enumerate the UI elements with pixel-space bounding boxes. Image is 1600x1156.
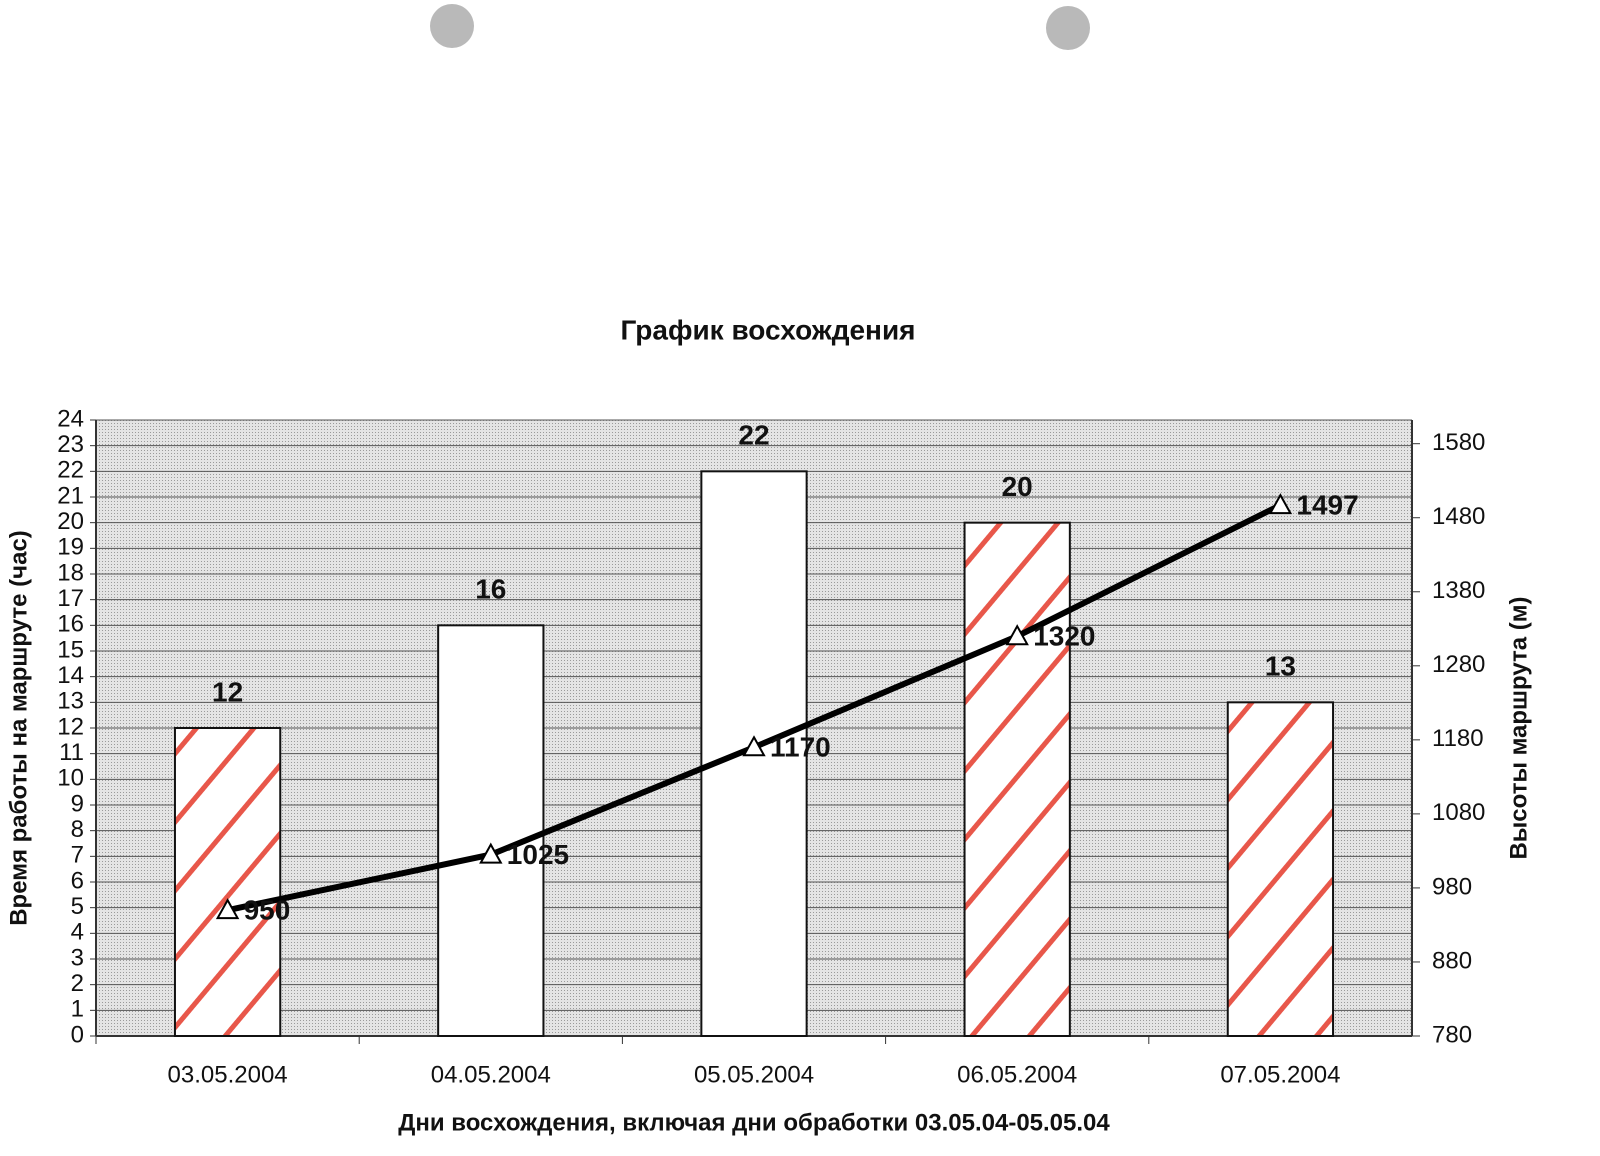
- bar-value-label: 16: [475, 574, 506, 605]
- y2-tick-label: 780: [1432, 1021, 1472, 1048]
- line-marker: [742, 735, 766, 757]
- y2-tick-label: 1080: [1432, 799, 1485, 826]
- bar: [173, 727, 282, 1037]
- line-value-label: 1320: [1033, 621, 1095, 652]
- chart-title: График восхождения: [620, 314, 915, 345]
- punch-hole: [430, 4, 474, 48]
- y-tick-label: 23: [57, 431, 84, 458]
- y-tick-label: 5: [71, 893, 84, 920]
- y-tick-label: 20: [57, 508, 84, 535]
- bar-value-label: 13: [1265, 651, 1296, 682]
- y-tick-label: 14: [57, 662, 84, 689]
- y-tick-label: 1: [71, 996, 84, 1023]
- y2-tick-label: 1180: [1432, 725, 1484, 752]
- y-tick-label: 17: [57, 585, 84, 612]
- y-tick-label: 24: [57, 405, 84, 432]
- y2-tick-label: 1480: [1432, 503, 1485, 530]
- line-value-label: 1497: [1296, 490, 1358, 521]
- x-tick-label: 07.05.2004: [1220, 1061, 1340, 1088]
- x-tick-label: 06.05.2004: [957, 1061, 1077, 1088]
- line-value-label: 950: [244, 895, 291, 926]
- y-tick-label: 19: [57, 534, 84, 561]
- y-axis-label: Время работы на маршруте (час): [5, 530, 32, 926]
- y-tick-label: 6: [71, 867, 84, 894]
- y-tick-label: 4: [71, 919, 84, 946]
- y2-tick-label: 980: [1432, 873, 1472, 900]
- y-tick-label: 21: [57, 482, 84, 509]
- bar-value-label: 20: [1002, 471, 1033, 502]
- y-tick-label: 10: [57, 765, 84, 792]
- y-tick-label: 15: [57, 636, 84, 663]
- x-tick-label: 05.05.2004: [694, 1061, 814, 1088]
- line-marker: [1005, 624, 1029, 646]
- y2-tick-label: 880: [1432, 947, 1472, 974]
- y2-tick-label: 1280: [1432, 651, 1485, 678]
- y-tick-label: 9: [71, 790, 84, 817]
- line-marker: [215, 898, 240, 920]
- bar: [963, 521, 1071, 1037]
- y2-axis-label: Высоты маршрута (м): [1505, 596, 1532, 859]
- punch-hole: [1046, 6, 1090, 50]
- y-tick-label: 2: [71, 970, 84, 997]
- y-tick-label: 16: [57, 611, 84, 638]
- bar: [1226, 701, 1335, 1037]
- y-tick-label: 18: [57, 559, 84, 586]
- y-tick-label: 22: [57, 457, 84, 484]
- bar-value-label: 22: [738, 420, 769, 451]
- x-tick-label: 03.05.2004: [168, 1061, 288, 1088]
- y2-tick-label: 1380: [1432, 577, 1485, 604]
- line-marker: [479, 842, 503, 864]
- bar-value-label: 12: [212, 676, 243, 707]
- y-tick-label: 3: [71, 944, 84, 971]
- y-tick-label: 13: [57, 688, 84, 715]
- y-tick-label: 8: [71, 816, 84, 843]
- y2-tick-label: 1580: [1432, 429, 1485, 456]
- y-tick-label: 7: [71, 842, 84, 869]
- bar: [437, 624, 545, 1037]
- y-tick-label: 0: [71, 1021, 84, 1048]
- y-tick-label: 11: [59, 739, 84, 766]
- y-tick-label: 12: [57, 713, 84, 740]
- line-marker: [1268, 493, 1293, 515]
- line-value-label: 1025: [507, 839, 569, 870]
- line-value-label: 1170: [770, 732, 831, 763]
- x-tick-label: 04.05.2004: [431, 1061, 551, 1088]
- x-axis-label: Дни восхождения, включая дни обработки 0…: [398, 1109, 1110, 1136]
